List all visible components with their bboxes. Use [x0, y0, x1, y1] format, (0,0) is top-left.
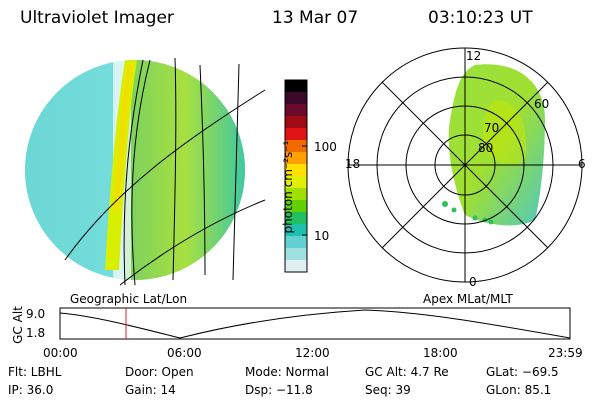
- lat-label-60: 60: [534, 97, 550, 111]
- colorbar-swatch: [285, 104, 307, 117]
- altitude-plot: [59, 307, 571, 340]
- mlt-label-6: 6: [578, 157, 586, 171]
- info-glon: GLon: 85.1: [486, 383, 552, 397]
- colorbar-swatch: [285, 260, 307, 273]
- colorbar-swatch: [285, 164, 307, 177]
- colorbar-axis-label: photon cm⁻²s⁻¹: [281, 140, 295, 234]
- polar-plot: [347, 47, 583, 283]
- globe-image: [25, 57, 266, 286]
- altitude-xtick-0600: 06:00: [167, 346, 202, 360]
- mlt-label-12: 12: [466, 49, 482, 63]
- altitude-xtick-0000: 00:00: [43, 346, 78, 360]
- colorbar-tick-10: 10: [314, 229, 330, 243]
- altitude-xtick-1800: 18:00: [423, 346, 458, 360]
- info-glat: GLat: −69.5: [486, 365, 559, 379]
- colorbar-swatch: [285, 152, 307, 165]
- intensity-colorbar: [284, 79, 308, 273]
- altitude-xtick-2359: 23:59: [548, 346, 583, 360]
- colorbar-swatch: [285, 224, 307, 237]
- lat-label-80: 80: [478, 141, 494, 155]
- colorbar-swatch: [285, 248, 307, 261]
- mlt-label-18: 18: [345, 157, 361, 171]
- time-label: 03:10:23 UT: [428, 8, 533, 28]
- colorbar-swatch: [285, 80, 307, 93]
- colorbar-swatch: [285, 212, 307, 225]
- colorbar-swatch: [285, 200, 307, 213]
- colorbar-swatch: [285, 92, 307, 105]
- info-gain: Gain: 14: [125, 383, 176, 397]
- info-door: Door: Open: [125, 365, 194, 379]
- info-dsp: Dsp: −11.8: [245, 383, 313, 397]
- colorbar-swatch: [285, 140, 307, 153]
- colorbar-frame: [284, 79, 308, 273]
- colorbar-swatch: [285, 176, 307, 189]
- lat-label-70: 70: [484, 121, 500, 135]
- info-filter: Flt: LBHL: [8, 365, 62, 379]
- instrument-title: Ultraviolet Imager: [20, 8, 174, 28]
- colorbar-tick-100: 100: [314, 140, 337, 154]
- colorbar-swatch: [285, 188, 307, 201]
- altitude-ytick-low: 1.8: [26, 326, 46, 340]
- polar-label: Apex MLat/MLT: [423, 292, 513, 306]
- altitude-xtick-1200: 12:00: [295, 346, 330, 360]
- altitude-ytick-high: 9.0: [26, 307, 46, 321]
- info-seq: Seq: 39: [365, 383, 411, 397]
- colorbar-swatch: [285, 116, 307, 129]
- info-mode: Mode: Normal: [245, 365, 329, 379]
- mlt-label-0: 0: [469, 275, 477, 289]
- date-label: 13 Mar 07: [272, 8, 359, 28]
- info-ip: IP: 36.0: [8, 383, 54, 397]
- colorbar-swatch: [285, 128, 307, 141]
- globe-label: Geographic Lat/Lon: [70, 292, 188, 306]
- info-gc-alt: GC Alt: 4.7 Re: [365, 365, 449, 379]
- altitude-ylabel: GC Alt: [11, 306, 25, 344]
- colorbar-swatch: [285, 236, 307, 249]
